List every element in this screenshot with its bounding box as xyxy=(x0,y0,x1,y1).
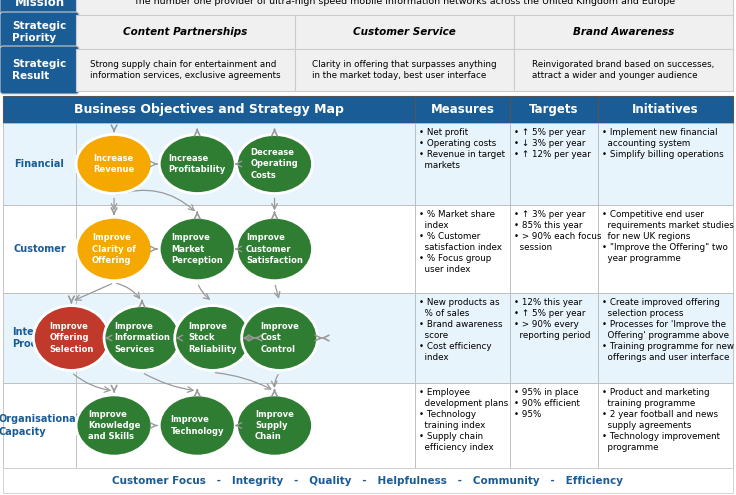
Bar xyxy=(510,96,598,123)
Text: • Create improved offering
  selection process
• Processes for 'Improve the
  Of: • Create improved offering selection pro… xyxy=(602,298,734,362)
Ellipse shape xyxy=(159,217,236,281)
Text: Clarity in offering that surpasses anything
in the market today, best user inter: Clarity in offering that surpasses anyth… xyxy=(312,60,497,80)
FancyBboxPatch shape xyxy=(0,0,79,18)
Ellipse shape xyxy=(159,135,236,194)
Text: • Product and marketing
  training programme
• 2 year football and news
  supply: • Product and marketing training program… xyxy=(602,388,720,452)
Text: Improve
Offering
Selection: Improve Offering Selection xyxy=(49,322,93,353)
Text: Improve
Technology: Improve Technology xyxy=(171,415,224,436)
Ellipse shape xyxy=(159,395,236,456)
Bar xyxy=(415,205,510,293)
Text: Increase
Revenue: Increase Revenue xyxy=(93,154,135,174)
FancyBboxPatch shape xyxy=(0,46,79,94)
Text: Measures: Measures xyxy=(431,103,495,116)
Text: Improve
Customer
Satisfaction: Improve Customer Satisfaction xyxy=(246,234,303,265)
Text: Organisational
Capacity: Organisational Capacity xyxy=(0,414,80,437)
Ellipse shape xyxy=(104,305,180,370)
Bar xyxy=(76,0,733,15)
Bar xyxy=(415,96,510,123)
Bar xyxy=(598,205,733,293)
Ellipse shape xyxy=(174,305,251,370)
Ellipse shape xyxy=(236,135,313,194)
Bar xyxy=(415,383,510,468)
Bar xyxy=(415,123,510,205)
Bar xyxy=(3,96,415,123)
Bar xyxy=(3,123,76,205)
Text: Customer Service: Customer Service xyxy=(353,27,456,37)
Text: • Competitive end user
  requirements market studies
  for new UK regions
• "Imp: • Competitive end user requirements mark… xyxy=(602,210,734,263)
Bar xyxy=(76,49,295,91)
Ellipse shape xyxy=(76,135,152,194)
Text: • 12% this year
• ↑ 5% per year
• > 90% every
  reporting period: • 12% this year • ↑ 5% per year • > 90% … xyxy=(514,298,590,340)
Text: Financial: Financial xyxy=(15,159,65,169)
Text: Improve
Clarity of
Offering: Improve Clarity of Offering xyxy=(92,234,136,265)
Text: Decrease
Operating
Costs: Decrease Operating Costs xyxy=(251,148,298,180)
Text: Improve
Stock
Reliability: Improve Stock Reliability xyxy=(188,322,237,353)
Text: Improve
Knowledge
and Skills: Improve Knowledge and Skills xyxy=(88,410,141,441)
Ellipse shape xyxy=(76,395,152,456)
Text: • Implement new financial
  accounting system
• Simplify billing operations: • Implement new financial accounting sys… xyxy=(602,128,723,159)
Text: • Employee
  development plans
• Technology
  training index
• Supply chain
  ef: • Employee development plans • Technolog… xyxy=(419,388,509,452)
Text: Improve
Market
Perception: Improve Market Perception xyxy=(171,234,223,265)
Ellipse shape xyxy=(241,305,318,370)
Text: Content Partnerships: Content Partnerships xyxy=(124,27,247,37)
Text: Targets: Targets xyxy=(529,103,578,116)
Bar xyxy=(295,15,514,49)
Bar xyxy=(3,468,733,493)
Text: Initiatives: Initiatives xyxy=(632,103,698,116)
Text: Customer Focus   -   Integrity   -   Quality   -   Helpfulness   -   Community  : Customer Focus - Integrity - Quality - H… xyxy=(113,476,623,486)
Text: • ↑ 3% per year
• 85% this year
• > 90% each focus
  session: • ↑ 3% per year • 85% this year • > 90% … xyxy=(514,210,601,252)
Bar xyxy=(598,383,733,468)
Bar xyxy=(510,293,598,383)
Text: Strategic
Result: Strategic Result xyxy=(13,59,67,81)
Text: Mission: Mission xyxy=(15,0,65,8)
Text: Business Objectives and Strategy Map: Business Objectives and Strategy Map xyxy=(74,103,344,116)
Bar xyxy=(514,49,733,91)
Bar xyxy=(3,205,76,293)
FancyBboxPatch shape xyxy=(0,12,79,52)
Bar xyxy=(510,383,598,468)
Text: Strategic
Priority: Strategic Priority xyxy=(13,21,67,43)
Text: • % Market share
  index
• % Customer
  satisfaction index
• % Focus group
  use: • % Market share index • % Customer sati… xyxy=(419,210,502,275)
Text: Improve
Information
Services: Improve Information Services xyxy=(114,322,170,353)
Text: Internal
Processes: Internal Processes xyxy=(12,327,67,349)
Bar xyxy=(415,293,510,383)
Bar xyxy=(76,123,415,205)
Bar xyxy=(3,383,76,468)
Bar xyxy=(510,123,598,205)
Ellipse shape xyxy=(236,217,313,281)
Text: • ↑ 5% per year
• ↓ 3% per year
• ↑ 12% per year: • ↑ 5% per year • ↓ 3% per year • ↑ 12% … xyxy=(514,128,591,159)
Text: • Net profit
• Operating costs
• Revenue in target
  markets: • Net profit • Operating costs • Revenue… xyxy=(419,128,505,170)
Bar xyxy=(598,123,733,205)
Bar xyxy=(295,49,514,91)
Text: Reinvigorated brand based on successes,
attract a wider and younger audience: Reinvigorated brand based on successes, … xyxy=(532,60,715,80)
Ellipse shape xyxy=(236,395,313,456)
Bar xyxy=(76,205,415,293)
Bar xyxy=(598,293,733,383)
Text: Customer: Customer xyxy=(13,244,66,254)
Bar xyxy=(510,205,598,293)
Bar xyxy=(3,293,76,383)
Text: Improve
Cost
Control: Improve Cost Control xyxy=(261,322,299,353)
Text: Strong supply chain for entertainment and
information services, exclusive agreem: Strong supply chain for entertainment an… xyxy=(91,60,281,80)
Ellipse shape xyxy=(33,305,110,370)
Text: • New products as
  % of sales
• Brand awareness
  score
• Cost efficiency
  ind: • New products as % of sales • Brand awa… xyxy=(419,298,503,362)
Bar xyxy=(76,15,295,49)
Text: The number one provider of ultra-high speed mobile information networks across t: The number one provider of ultra-high sp… xyxy=(133,0,676,6)
Bar xyxy=(76,293,415,383)
Text: • 95% in place
• 90% efficient
• 95%: • 95% in place • 90% efficient • 95% xyxy=(514,388,580,419)
Text: Brand Awareness: Brand Awareness xyxy=(573,27,674,37)
Text: Improve
Supply
Chain: Improve Supply Chain xyxy=(255,410,294,441)
Bar xyxy=(76,383,415,468)
Bar xyxy=(514,15,733,49)
Bar xyxy=(598,96,733,123)
Ellipse shape xyxy=(76,217,152,281)
Text: Increase
Profitability: Increase Profitability xyxy=(169,154,226,174)
